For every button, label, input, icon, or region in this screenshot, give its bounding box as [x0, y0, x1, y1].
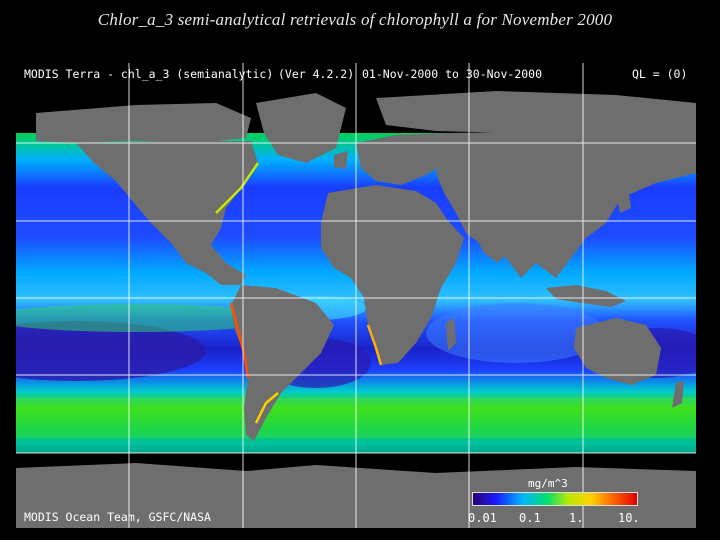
madagascar [446, 318, 456, 351]
indian-ocean-region [426, 303, 606, 363]
british-isles [334, 151, 348, 169]
map-canvas [16, 63, 696, 528]
date-range-label: 01-Nov-2000 to 30-Nov-2000 [362, 67, 543, 81]
north-america [76, 141, 258, 285]
patagonian-shelf [254, 392, 279, 424]
south-america [231, 285, 334, 441]
chlorophyll-map: MODIS Terra - chl_a_3 (semianalytic) (Ve… [16, 63, 696, 528]
greenland [256, 93, 346, 163]
north-atlantic-coast [215, 162, 260, 214]
colorbar-tick-3: 10. [618, 511, 640, 525]
product-label: MODIS Terra - chl_a_3 (semianalytic) [24, 67, 274, 81]
europe [356, 133, 446, 185]
colorbar-tick-1: 0.1 [519, 511, 541, 525]
japan [616, 188, 631, 213]
arabian-peninsula [471, 223, 511, 263]
colorbar-unit: mg/m^3 [528, 477, 568, 490]
arctic-north-america [36, 103, 251, 143]
version-label: (Ver 4.2.2) [278, 67, 355, 81]
south-pacific-gyre [16, 321, 206, 381]
graticule [16, 63, 696, 528]
africa [321, 185, 464, 365]
slide-title: Chlor_a_3 semi-analytical retrievals of … [97, 10, 613, 29]
indonesia [546, 285, 626, 307]
colorbar [472, 492, 638, 506]
benguela-upwelling [366, 324, 383, 366]
land-masses [16, 91, 696, 528]
colorbar-tick-2: 1. [569, 511, 584, 525]
coastal-blooms [215, 162, 383, 424]
equatorial-pacific-band [16, 304, 286, 332]
quality-level-label: QL = (0) [632, 67, 688, 81]
arctic-eurasia [376, 91, 696, 141]
colorbar-tick-0: 0.01 [468, 511, 497, 525]
peru-upwelling [229, 302, 250, 379]
new-zealand [672, 381, 684, 408]
australia [574, 318, 661, 385]
credit-label: MODIS Ocean Team, GSFC/NASA [24, 510, 211, 524]
